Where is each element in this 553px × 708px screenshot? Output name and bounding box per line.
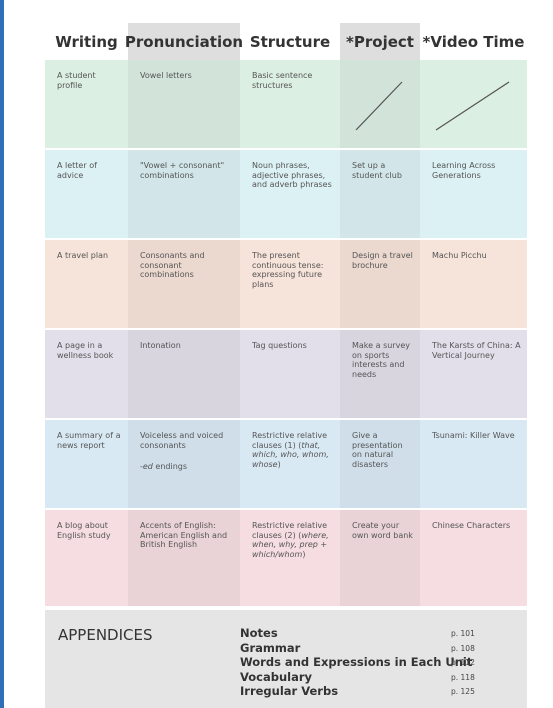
table-cell: Tsunami: Killer Wave	[432, 431, 515, 440]
empty-slash	[435, 81, 510, 131]
table-row: A travel plan Consonants and consonant co…	[45, 240, 527, 328]
cell-paragraph: Restrictive relative clauses (1) (that, …	[252, 431, 334, 469]
table-cell: The present continuous tense: expressing…	[252, 251, 324, 289]
table-cell: Machu Picchu	[432, 251, 487, 260]
table-cell: Consonants and consonant combinations	[128, 240, 240, 328]
text-run: )	[302, 549, 306, 559]
table-cell: A page in a wellness book	[57, 341, 114, 360]
table-cell: Basic sentence structures	[252, 71, 313, 90]
cell-paragraph: -ed endings	[140, 462, 234, 472]
table-cell	[420, 60, 527, 148]
cell-paragraph: Restrictive relative clauses (2) (where,…	[252, 521, 334, 559]
appendix-name: Grammar	[240, 640, 301, 655]
table-cell: Accents of English: American English and…	[128, 510, 240, 606]
table-cell: A summary of a news report	[57, 431, 121, 450]
appendices-title: APPENDICES	[58, 626, 153, 644]
table-cell: Tag questions	[252, 341, 307, 350]
table-cell: Noun phrases, adjective phrases, and adv…	[252, 161, 332, 189]
column-header: *Video Time	[422, 32, 525, 51]
table-cell: Give a presentation on natural disasters	[340, 420, 420, 508]
table-cell: Voiceless and voiced consonants -ed endin…	[128, 420, 240, 508]
column-header: *Project	[340, 23, 420, 60]
table-cell: Design a travel brochure	[340, 240, 420, 328]
cell-paragraph: Voiceless and voiced consonants	[140, 431, 234, 450]
appendix-page: p. 118	[451, 672, 475, 682]
table-cell: A letter of advice	[57, 161, 97, 180]
table-cell: Set up a student club	[340, 150, 420, 238]
text-run: )	[277, 459, 281, 469]
column-header: Pronunciation	[125, 23, 243, 60]
appendix-name: Words and Expressions in Each Unit	[240, 655, 473, 669]
table-cell: Intonation	[128, 330, 240, 418]
appendix-name: Notes	[240, 626, 278, 640]
table-cell: Chinese Characters	[432, 521, 511, 530]
column-header: Structure	[249, 32, 331, 51]
table-cell: Learning Across Generations	[432, 161, 496, 180]
text-run: that, which, who, whom, whose	[252, 440, 329, 469]
table-cell: Vowel letters	[128, 60, 240, 148]
table-row: A student profile Vowel letters Basic sent…	[45, 60, 527, 148]
table-cell: A travel plan	[57, 251, 109, 260]
table-cell: "Vowel + consonant" combinations	[128, 150, 240, 238]
appendices: APPENDICES Notes p. 101 Grammar p. 108 Words…	[45, 610, 527, 708]
appendix-page: p. 101	[451, 629, 475, 638]
table-cell	[340, 60, 420, 148]
header-row: Writing Pronunciation Structure *Project *Vi…	[45, 23, 527, 60]
table-row: A blog about English study Accents of Eng…	[45, 510, 527, 606]
table-cell: The Karsts of China: A Vertical Journey	[432, 341, 521, 360]
table-cell: A blog about English study	[57, 521, 111, 540]
table-cell: Make a survey on sports interests and ne…	[340, 330, 420, 418]
table-cell: Create your own word bank	[340, 510, 420, 606]
text-run: -ed	[140, 462, 153, 471]
appendix-page: p. 125	[451, 687, 475, 696]
column-header: Writing	[55, 32, 118, 51]
side-stripe	[0, 0, 4, 708]
text-run: Restrictive relative clauses (1) (	[252, 431, 328, 450]
appendix-page: p. 112	[451, 658, 475, 667]
empty-slash	[355, 81, 403, 131]
appendix-name: Irregular Verbs	[240, 684, 339, 698]
text-run: endings	[152, 462, 188, 471]
text-run: where, when, why, prep + which/whom	[252, 530, 329, 559]
appendix-page: p. 108	[451, 643, 475, 653]
text-run: Voiceless and voiced consonants	[140, 431, 224, 450]
text-run: Restrictive relative clauses (2) (	[252, 521, 328, 540]
table-cell: Restrictive relative clauses (1) (that, …	[240, 420, 340, 508]
appendix-name: Vocabulary	[240, 669, 313, 684]
table-row: A summary of a news report Voiceless and …	[45, 420, 527, 508]
table-cell: A student profile	[57, 71, 96, 90]
table-cell: Restrictive relative clauses (2) (where,…	[240, 510, 340, 606]
table-row: A page in a wellness book Intonation Tag q…	[45, 330, 527, 418]
table-row: A letter of advice "Vowel + consonant" co…	[45, 150, 527, 238]
